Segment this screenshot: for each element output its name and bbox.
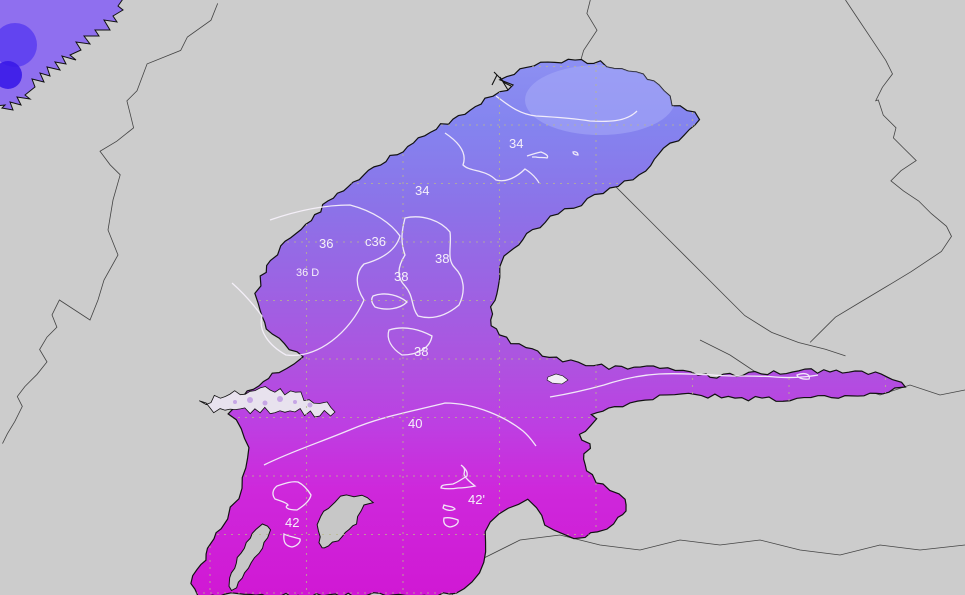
svg-text:40: 40 xyxy=(408,416,422,431)
svg-text:34: 34 xyxy=(509,136,523,151)
svg-text:42': 42' xyxy=(468,492,485,507)
svg-text:34: 34 xyxy=(415,183,429,198)
svg-text:36 D: 36 D xyxy=(296,267,319,279)
svg-text:38: 38 xyxy=(414,344,428,359)
svg-text:38: 38 xyxy=(435,251,449,266)
svg-text:c36: c36 xyxy=(365,234,386,249)
svg-text:36: 36 xyxy=(319,236,333,251)
svg-text:42: 42 xyxy=(285,515,299,530)
svg-text:38: 38 xyxy=(394,269,408,284)
